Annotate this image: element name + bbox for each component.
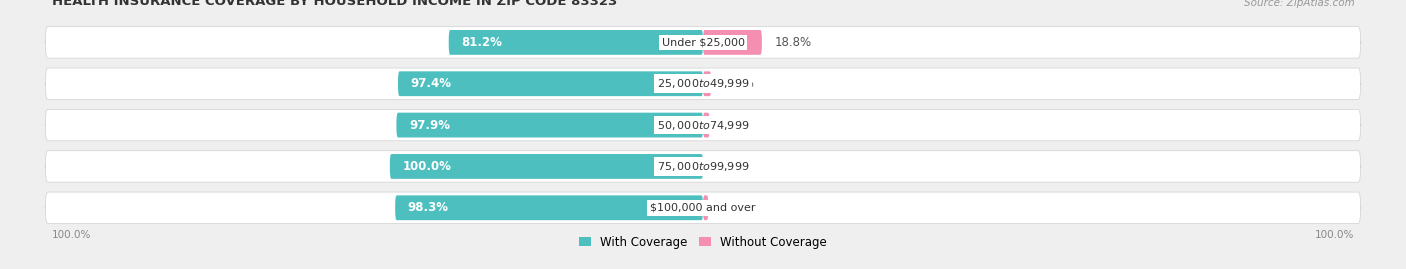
FancyBboxPatch shape [396, 113, 703, 137]
FancyBboxPatch shape [389, 154, 703, 179]
Text: $75,000 to $99,999: $75,000 to $99,999 [657, 160, 749, 173]
Text: 2.6%: 2.6% [724, 77, 754, 90]
Text: 100.0%: 100.0% [52, 230, 91, 240]
Text: 100.0%: 100.0% [402, 160, 451, 173]
Text: Under $25,000: Under $25,000 [661, 37, 745, 47]
Text: HEALTH INSURANCE COVERAGE BY HOUSEHOLD INCOME IN ZIP CODE 83323: HEALTH INSURANCE COVERAGE BY HOUSEHOLD I… [52, 0, 617, 9]
Text: $50,000 to $74,999: $50,000 to $74,999 [657, 119, 749, 132]
Legend: With Coverage, Without Coverage: With Coverage, Without Coverage [579, 236, 827, 249]
Text: 100.0%: 100.0% [1315, 230, 1354, 240]
Text: 97.4%: 97.4% [411, 77, 451, 90]
FancyBboxPatch shape [398, 71, 703, 96]
FancyBboxPatch shape [449, 30, 703, 55]
FancyBboxPatch shape [45, 109, 1361, 141]
FancyBboxPatch shape [395, 195, 703, 220]
FancyBboxPatch shape [45, 68, 1361, 100]
Text: 18.8%: 18.8% [775, 36, 811, 49]
Text: $25,000 to $49,999: $25,000 to $49,999 [657, 77, 749, 90]
FancyBboxPatch shape [703, 71, 711, 96]
Text: 81.2%: 81.2% [461, 36, 502, 49]
Text: Source: ZipAtlas.com: Source: ZipAtlas.com [1244, 0, 1354, 9]
Text: 2.1%: 2.1% [723, 119, 752, 132]
FancyBboxPatch shape [45, 151, 1361, 182]
Text: 97.9%: 97.9% [409, 119, 450, 132]
FancyBboxPatch shape [703, 113, 710, 137]
FancyBboxPatch shape [45, 192, 1361, 224]
FancyBboxPatch shape [703, 195, 709, 220]
Text: 98.3%: 98.3% [408, 201, 449, 214]
Text: 0.0%: 0.0% [716, 160, 745, 173]
FancyBboxPatch shape [45, 27, 1361, 58]
FancyBboxPatch shape [703, 30, 762, 55]
Text: 1.7%: 1.7% [721, 201, 751, 214]
Text: $100,000 and over: $100,000 and over [650, 203, 756, 213]
